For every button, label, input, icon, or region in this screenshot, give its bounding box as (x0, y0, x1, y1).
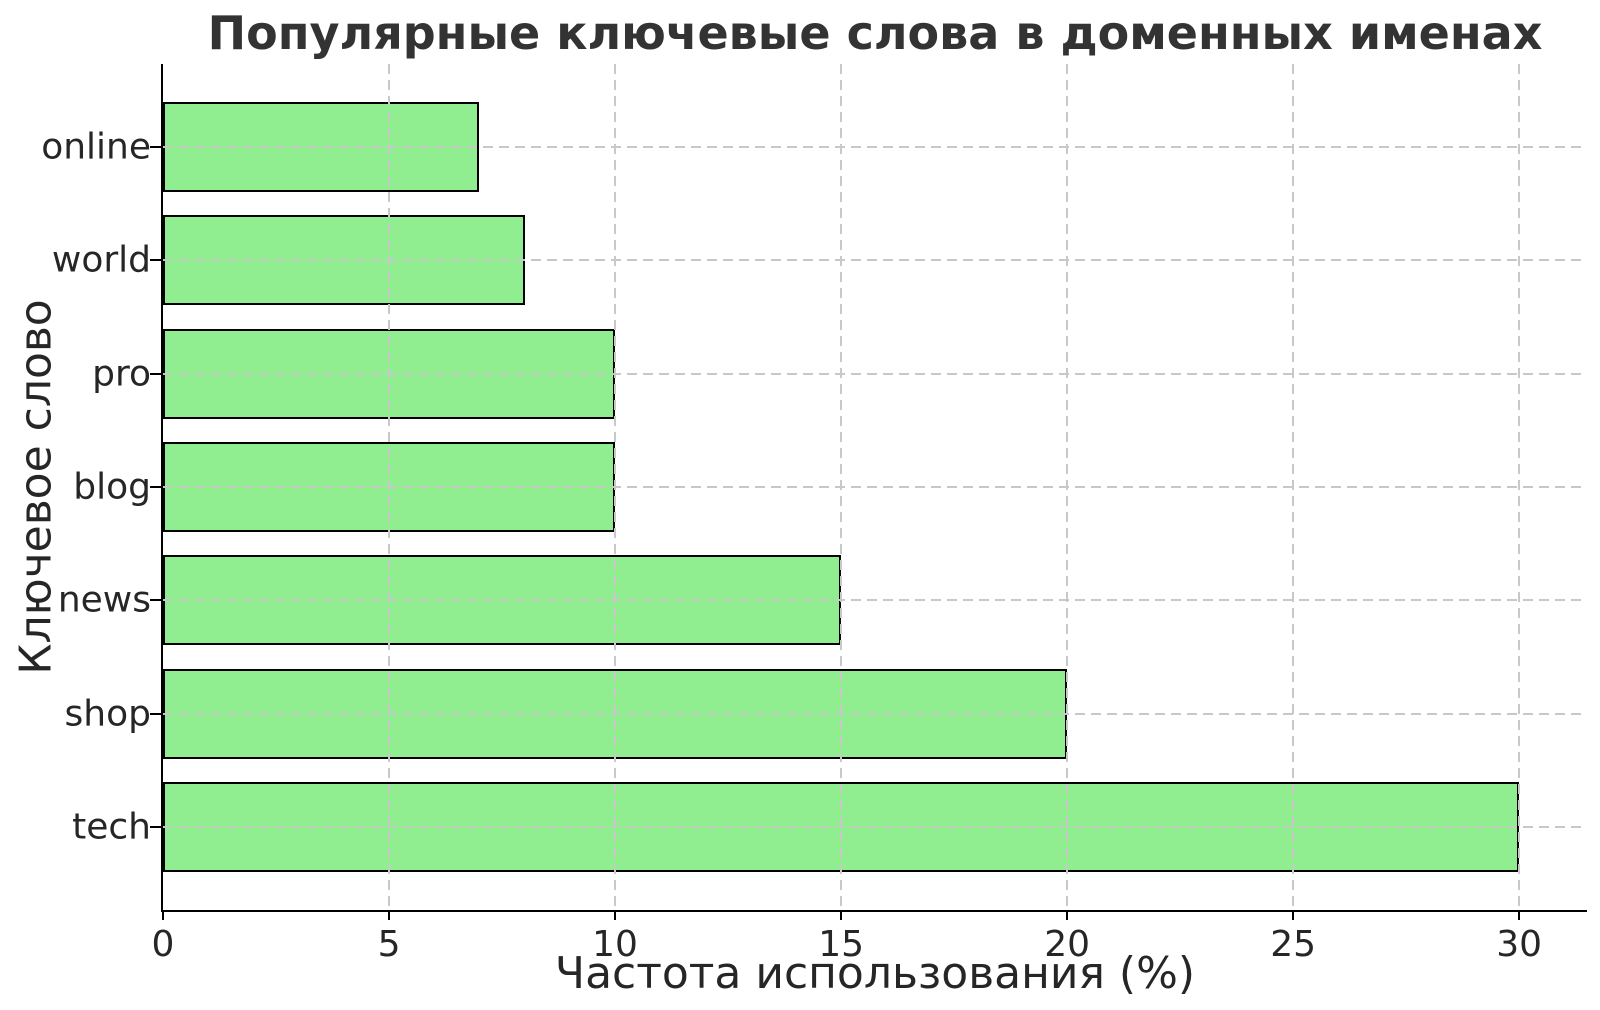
gridline-y-shop (163, 712, 1587, 715)
y-tick-mark-news (150, 599, 161, 602)
gridline-y-pro (163, 372, 1587, 375)
y-tick-mark-tech (150, 825, 161, 828)
chart-title: Популярные ключевые слова в доменных име… (207, 6, 1543, 60)
y-tick-label-news: news (57, 579, 151, 621)
bar-rows: online world pro blog news shop tech (41, 64, 1587, 910)
category-row-news: news (58, 555, 1587, 646)
plot-area: online world pro blog news shop tech (41, 64, 1587, 912)
x-tick-mark-10 (614, 910, 617, 920)
y-tick-label-blog: blog (73, 466, 151, 508)
x-tick-label-5: 5 (377, 924, 401, 965)
x-tick-mark-25 (1292, 910, 1295, 920)
y-tick-label-shop: shop (64, 693, 151, 735)
x-tick-label-20: 20 (1044, 924, 1091, 965)
category-row-online: online (41, 102, 1587, 192)
y-tick-mark-world (150, 259, 161, 262)
gridline-y-world (163, 259, 1587, 262)
category-row-blog: blog (73, 441, 1587, 532)
x-tick-mark-30 (1518, 910, 1521, 920)
gridline-y-tech (163, 825, 1587, 828)
category-row-shop: shop (65, 668, 1587, 759)
category-row-world: world (52, 215, 1587, 306)
x-tick-label-30: 30 (1496, 924, 1543, 965)
y-tick-mark-pro (150, 372, 161, 375)
y-tick-label-pro: pro (92, 353, 151, 395)
x-tick-label-25: 25 (1270, 924, 1317, 965)
x-tick-mark-0 (162, 910, 164, 920)
x-tick-label-15: 15 (818, 924, 864, 965)
x-tick-label-0: 0 (151, 924, 175, 965)
y-tick-label-online: online (41, 126, 151, 168)
x-tick-mark-15 (840, 910, 843, 920)
category-row-tech: tech (72, 781, 1587, 872)
category-row-pro: pro (92, 328, 1587, 419)
gridline-y-blog (163, 485, 1587, 488)
y-tick-mark-online (150, 146, 161, 148)
y-tick-label-world: world (51, 239, 151, 281)
y-tick-mark-blog (150, 485, 161, 488)
x-tick-mark-5 (388, 910, 391, 920)
gridline-y-online (163, 146, 1587, 148)
x-tick-mark-20 (1066, 910, 1069, 920)
x-axis-title: Частота использования (%) (554, 948, 1196, 999)
x-axis-ticks: 0 5 10 15 20 25 30 (152, 910, 1587, 980)
y-tick-label-tech: tech (72, 806, 151, 848)
y-axis-title: Ключевое слово (10, 299, 62, 675)
x-tick-label-10: 10 (592, 924, 638, 965)
gridline-y-news (163, 599, 1587, 602)
y-tick-mark-shop (150, 712, 161, 715)
